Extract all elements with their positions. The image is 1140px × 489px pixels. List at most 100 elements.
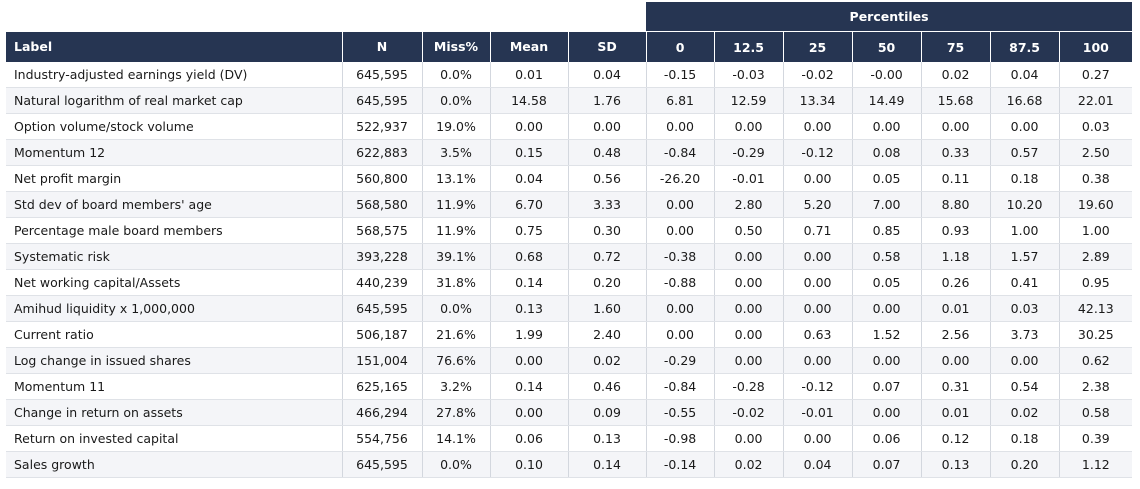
cell-p12-5: -0.02 <box>713 399 784 426</box>
cell-miss-pct: 39.1% <box>421 243 490 270</box>
cell-p12-5: 0.00 <box>713 113 784 140</box>
cell-p87-5: 0.18 <box>989 425 1060 452</box>
table-row: Change in return on assets 466,294 27.8% 0.… <box>6 399 1133 426</box>
cell-p0: -0.14 <box>645 451 715 478</box>
cell-sd: 0.13 <box>567 425 647 452</box>
cell-p75: 0.33 <box>920 139 991 166</box>
cell-p75: 0.93 <box>920 217 991 244</box>
cell-p75: 0.26 <box>920 269 991 296</box>
cell-p50: 0.85 <box>851 217 922 244</box>
cell-p75: 1.18 <box>920 243 991 270</box>
table-row: Sales growth 645,595 0.0% 0.10 0.14 -0.14 0.02… <box>6 451 1133 478</box>
cell-label: Systematic risk <box>6 243 342 270</box>
cell-sd: 0.02 <box>567 347 647 374</box>
cell-p25: 0.00 <box>782 165 853 192</box>
cell-miss-pct: 11.9% <box>421 191 490 218</box>
cell-miss-pct: 76.6% <box>421 347 490 374</box>
cell-label: Return on invested capital <box>6 425 342 452</box>
cell-sd: 0.20 <box>567 269 647 296</box>
cell-miss-pct: 13.1% <box>421 165 490 192</box>
cell-sd: 0.46 <box>567 373 647 400</box>
cell-n: 151,004 <box>341 347 422 374</box>
cell-p12-5: 0.00 <box>713 269 784 296</box>
cell-p0: -0.84 <box>645 139 715 166</box>
table-body: Industry-adjusted earnings yield (DV) 645… <box>6 62 1133 478</box>
cell-p50: 0.00 <box>851 399 922 426</box>
cell-p100: 19.60 <box>1058 191 1133 218</box>
cell-p12-5: 0.00 <box>713 243 784 270</box>
cell-sd: 0.30 <box>567 217 647 244</box>
column-header-sd: SD <box>567 31 647 62</box>
cell-miss-pct: 31.8% <box>421 269 490 296</box>
cell-label: Change in return on assets <box>6 399 342 426</box>
cell-p50: 0.00 <box>851 295 922 322</box>
cell-p100: 0.03 <box>1058 113 1133 140</box>
cell-p12-5: 0.02 <box>713 451 784 478</box>
cell-n: 522,937 <box>341 113 422 140</box>
cell-p75: 0.00 <box>920 113 991 140</box>
cell-miss-pct: 0.0% <box>421 295 490 322</box>
cell-p25: 0.71 <box>782 217 853 244</box>
cell-p100: 0.62 <box>1058 347 1133 374</box>
table-row: Amihud liquidity x 1,000,000 645,595 0.0% 0… <box>6 295 1133 322</box>
cell-p0: 0.00 <box>645 191 715 218</box>
table-row: Return on invested capital 554,756 14.1% 0.… <box>6 425 1133 452</box>
cell-p25: 0.63 <box>782 321 853 348</box>
cell-label: Percentage male board members <box>6 217 342 244</box>
column-header-p87-5: 87.5 <box>989 31 1060 62</box>
cell-p0: -0.98 <box>645 425 715 452</box>
cell-p0: -0.38 <box>645 243 715 270</box>
cell-label: Std dev of board members' age <box>6 191 342 218</box>
cell-n: 466,294 <box>341 399 422 426</box>
cell-p87-5: 0.03 <box>989 295 1060 322</box>
cell-p75: 0.13 <box>920 451 991 478</box>
cell-p0: 6.81 <box>645 87 715 114</box>
column-header-n: N <box>341 31 422 62</box>
cell-label: Sales growth <box>6 451 342 478</box>
cell-sd: 0.04 <box>567 62 647 88</box>
column-header-p50: 50 <box>851 31 922 62</box>
cell-p25: -0.02 <box>782 62 853 88</box>
cell-n: 645,595 <box>341 295 422 322</box>
cell-miss-pct: 0.0% <box>421 87 490 114</box>
cell-n: 625,165 <box>341 373 422 400</box>
cell-label: Natural logarithm of real market cap <box>6 87 342 114</box>
cell-mean: 0.14 <box>489 269 568 296</box>
cell-p75: 2.56 <box>920 321 991 348</box>
cell-mean: 14.58 <box>489 87 568 114</box>
cell-p0: -0.88 <box>645 269 715 296</box>
cell-p75: 0.00 <box>920 347 991 374</box>
cell-miss-pct: 21.6% <box>421 321 490 348</box>
cell-n: 560,800 <box>341 165 422 192</box>
cell-p0: 0.00 <box>645 295 715 322</box>
cell-p87-5: 3.73 <box>989 321 1060 348</box>
table-row: Option volume/stock volume 522,937 19.0% 0.… <box>6 113 1133 140</box>
table-row: Percentage male board members 568,575 11.9… <box>6 217 1133 244</box>
cell-p25: -0.12 <box>782 139 853 166</box>
cell-p50: 0.58 <box>851 243 922 270</box>
cell-p50: 0.08 <box>851 139 922 166</box>
cell-p50: 7.00 <box>851 191 922 218</box>
cell-p12-5: 0.00 <box>713 425 784 452</box>
cell-p50: 0.05 <box>851 165 922 192</box>
cell-n: 440,239 <box>341 269 422 296</box>
cell-p12-5: -0.29 <box>713 139 784 166</box>
column-header-p0: 0 <box>645 31 715 62</box>
cell-p50: -0.00 <box>851 62 922 88</box>
table-row: Net working capital/Assets 440,239 31.8% 0.… <box>6 269 1133 296</box>
group-header-spacer <box>6 2 647 32</box>
cell-miss-pct: 27.8% <box>421 399 490 426</box>
cell-p0: 0.00 <box>645 217 715 244</box>
cell-n: 554,756 <box>341 425 422 452</box>
cell-sd: 3.33 <box>567 191 647 218</box>
cell-sd: 0.48 <box>567 139 647 166</box>
cell-label: Net profit margin <box>6 165 342 192</box>
cell-n: 568,580 <box>341 191 422 218</box>
cell-label: Amihud liquidity x 1,000,000 <box>6 295 342 322</box>
cell-p87-5: 0.00 <box>989 347 1060 374</box>
cell-miss-pct: 14.1% <box>421 425 490 452</box>
cell-p87-5: 0.18 <box>989 165 1060 192</box>
table-row: Systematic risk 393,228 39.1% 0.68 0.72 -0.38… <box>6 243 1133 270</box>
cell-sd: 0.56 <box>567 165 647 192</box>
cell-miss-pct: 0.0% <box>421 62 490 88</box>
